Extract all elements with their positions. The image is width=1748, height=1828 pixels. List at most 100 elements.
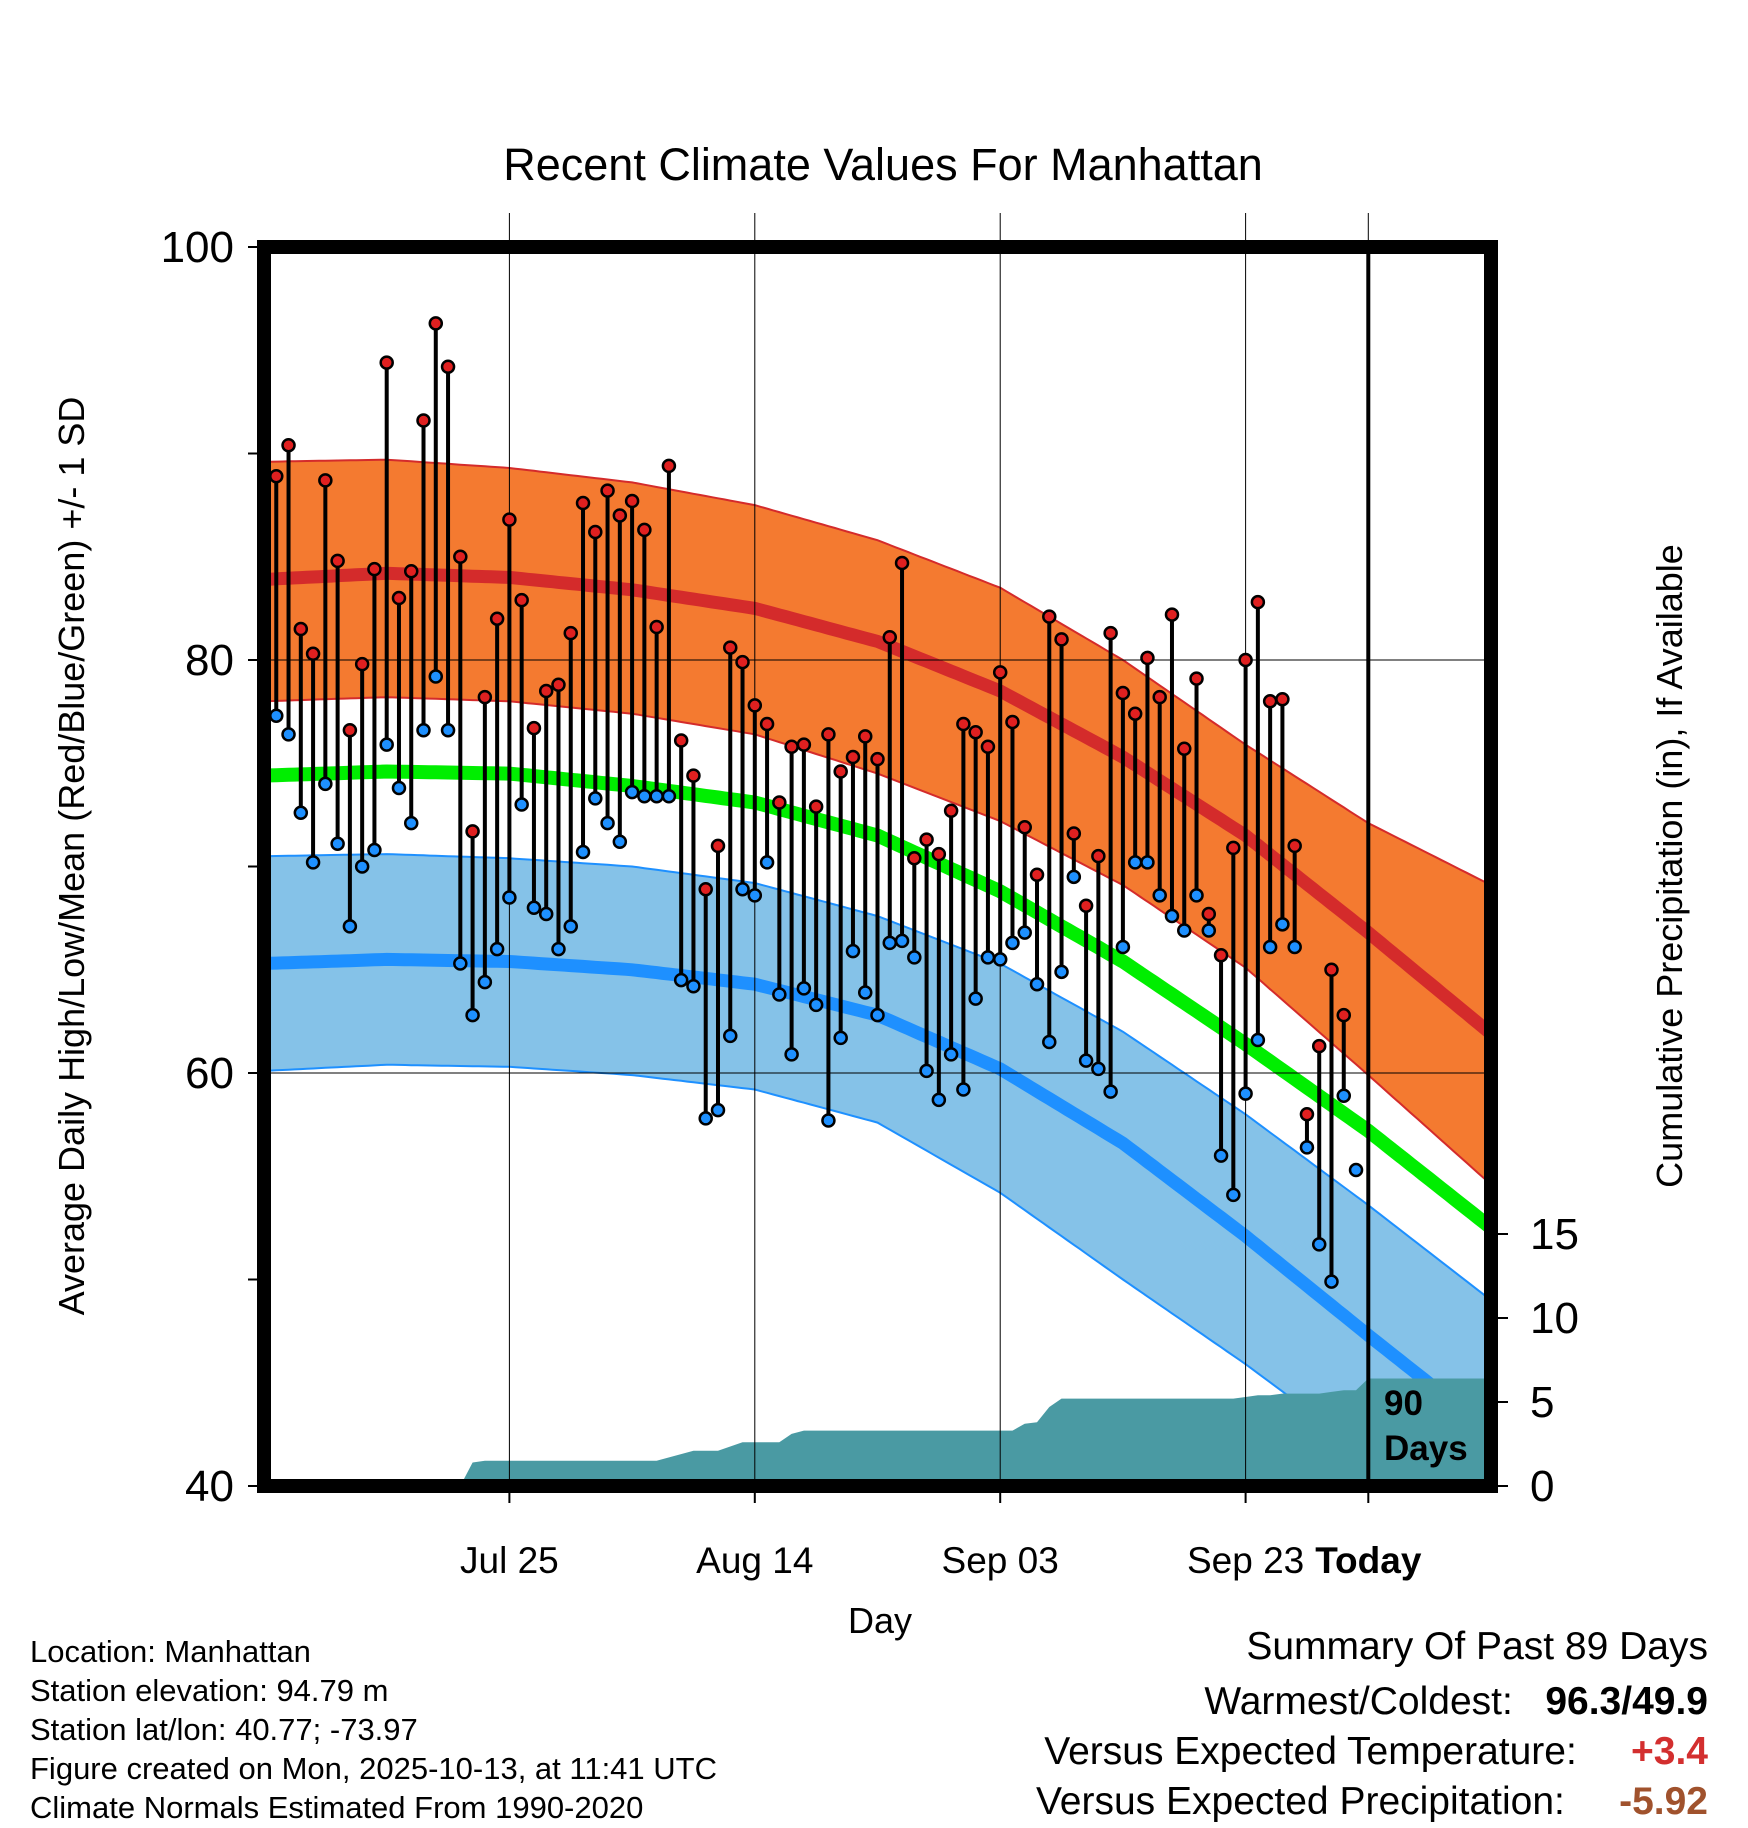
obs-low-dot <box>723 1028 738 1044</box>
obs-low-dot <box>489 941 505 957</box>
y-tick-label: 40 <box>185 1462 234 1511</box>
obs-high-dot <box>1066 826 1082 841</box>
today-days-label-word: Days <box>1384 1429 1468 1468</box>
obs-high-dot <box>416 413 431 428</box>
summary-precip-value: -5.92 <box>1619 1780 1708 1823</box>
obs-low-dot <box>845 943 861 959</box>
x-tick-label: Sep 03 <box>942 1540 1059 1581</box>
obs-low-dot <box>919 1063 934 1079</box>
obs-high-dot <box>600 483 615 498</box>
obs-high-dot <box>894 555 910 571</box>
obs-low-dot <box>747 888 763 903</box>
obs-high-dot <box>992 665 1008 680</box>
y2-tick-label: 10 <box>1530 1294 1579 1343</box>
obs-low-dot <box>1238 1086 1253 1101</box>
x-tick-label: Aug 14 <box>696 1540 813 1581</box>
obs-low-dot <box>440 722 456 738</box>
obs-low-dot <box>1115 939 1131 955</box>
footer-elevation: Station elevation: 94.79 m <box>30 1673 389 1708</box>
obs-low-dot <box>968 991 983 1006</box>
obs-high-dot <box>1115 685 1131 701</box>
obs-high-dot <box>968 725 983 740</box>
obs-low-dot <box>796 981 812 996</box>
obs-high-dot <box>1262 694 1278 709</box>
obs-low-dot <box>1066 869 1082 885</box>
obs-high-dot <box>747 698 763 713</box>
obs-high-dot <box>588 524 603 540</box>
obs-high-dot <box>465 824 480 839</box>
observations <box>269 316 1364 1289</box>
obs-low-dot <box>1275 917 1290 932</box>
footer-normals: Climate Normals Estimated From 1990-2020 <box>30 1790 644 1825</box>
footer-created: Figure created on Mon, 2025-10-13, at 11… <box>30 1751 717 1786</box>
obs-high-dot <box>710 838 726 854</box>
obs-low-dot <box>1250 1032 1266 1048</box>
obs-high-dot <box>649 619 664 635</box>
summary-warmest-row: Warmest/Coldest: 96.3/49.9 <box>1204 1680 1708 1724</box>
obs-high-dot <box>379 355 394 370</box>
y2-tick-label: 0 <box>1530 1462 1554 1511</box>
obs-high-dot <box>1336 1007 1352 1023</box>
obs-low-dot <box>1189 888 1204 903</box>
obs-low-dot <box>870 1007 885 1023</box>
obs-high-dot <box>772 795 787 810</box>
obs-low-dot <box>1299 1140 1315 1155</box>
today-days-label-number: 90 <box>1384 1384 1423 1423</box>
footer-location: Location: Manhattan <box>30 1634 311 1669</box>
obs-high-dot <box>538 683 554 699</box>
obs-high-dot <box>624 493 640 509</box>
obs-low-dot <box>538 906 554 922</box>
summary-temp-row: Versus Expected Temperature: +3.4 <box>1044 1730 1708 1774</box>
obs-low-dot <box>1324 1274 1339 1289</box>
obs-low-dot <box>453 956 468 971</box>
summary-precip-row: Versus Expected Precipitation: -5.92 <box>1036 1780 1708 1824</box>
obs-low-dot <box>551 941 566 957</box>
obs-high-dot <box>367 561 382 577</box>
obs-high-dot <box>1177 741 1192 757</box>
obs-high-dot <box>318 473 333 488</box>
obs-low-dot <box>465 1007 480 1023</box>
obs-high-dot <box>845 749 861 765</box>
obs-high-dot <box>833 764 848 779</box>
obs-high-dot <box>723 640 738 655</box>
x-axis-label: Day <box>848 1600 912 1641</box>
obs-low-dot <box>1091 1061 1106 1077</box>
obs-low-dot <box>833 1030 848 1046</box>
obs-low-dot <box>907 950 922 965</box>
obs-high-dot <box>1054 632 1069 647</box>
y2-tick-label: 5 <box>1530 1378 1554 1427</box>
obs-low-dot <box>588 791 603 806</box>
obs-high-dot <box>526 720 542 736</box>
axes: 40 60 80 100 0 5 10 15 Jul 25 Aug 14 Sep 03 Sep 23 T… <box>161 223 1579 1581</box>
obs-low-dot <box>1336 1088 1352 1103</box>
obs-low-dot <box>379 737 394 752</box>
obs-high-dot <box>943 803 959 818</box>
obs-high-dot <box>857 729 873 744</box>
obs-low-dot <box>931 1092 947 1108</box>
obs-low-dot <box>318 776 333 792</box>
obs-low-dot <box>269 708 284 724</box>
obs-high-dot <box>342 722 358 738</box>
obs-low-dot <box>563 919 578 934</box>
summary-warmest-value: 96.3 <box>1545 1680 1622 1723</box>
y2-tick-label: 15 <box>1530 1210 1579 1259</box>
x-tick-label: Today <box>1315 1540 1422 1581</box>
obs-high-dot <box>919 832 934 847</box>
obs-high-dot <box>428 316 444 331</box>
obs-low-dot <box>391 780 407 796</box>
obs-low-dot <box>808 997 824 1013</box>
obs-low-dot <box>428 669 444 684</box>
obs-high-dot <box>698 881 713 897</box>
footer-latlon: Station lat/lon: 40.77; -73.97 <box>30 1712 418 1747</box>
obs-low-dot <box>342 919 358 934</box>
obs-low-dot <box>330 836 345 852</box>
obs-low-dot <box>354 859 370 874</box>
obs-low-dot <box>992 952 1008 967</box>
obs-high-dot <box>1029 867 1045 883</box>
obs-low-dot <box>1054 964 1069 980</box>
obs-high-dot <box>1127 706 1143 721</box>
obs-high-dot <box>330 553 345 569</box>
obs-low-dot <box>1348 1162 1364 1178</box>
obs-low-dot <box>759 855 775 870</box>
obs-high-dot <box>1275 691 1290 707</box>
